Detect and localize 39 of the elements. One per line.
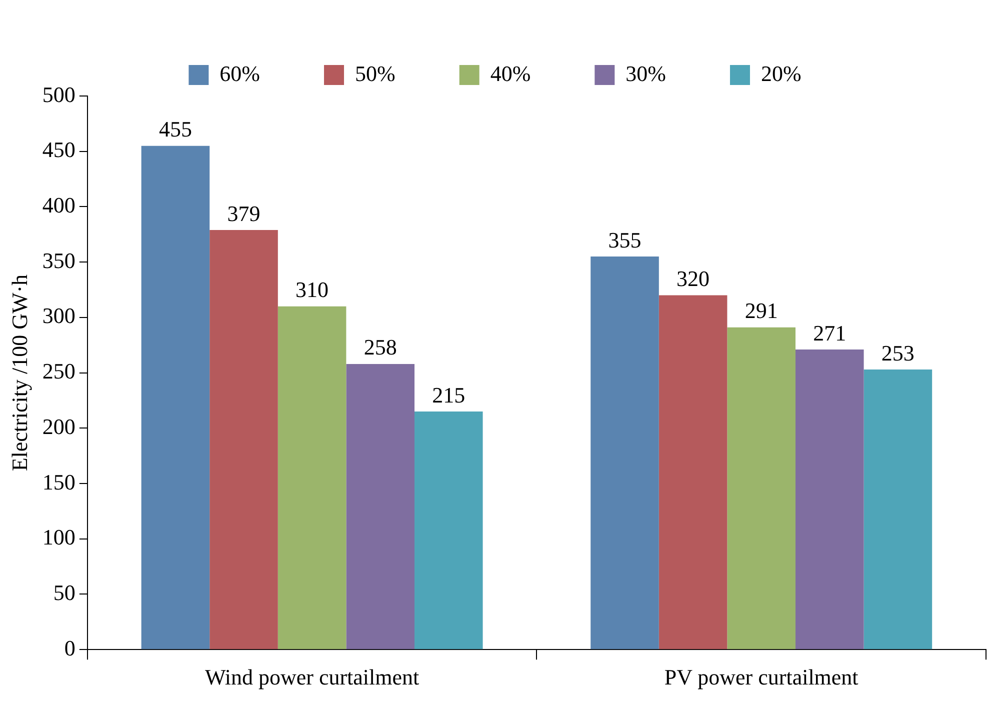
data-label: 320 bbox=[676, 266, 710, 292]
legend-label: 20% bbox=[760, 60, 802, 86]
data-label: 455 bbox=[158, 116, 192, 142]
data-label: 310 bbox=[296, 277, 329, 302]
data-label: 215 bbox=[432, 382, 466, 408]
bar bbox=[864, 369, 932, 650]
bar bbox=[590, 256, 659, 650]
y-axis-title: Electricity /100 GW·h bbox=[6, 274, 32, 472]
y-tick-label: 100 bbox=[42, 524, 76, 550]
y-tick-label: 400 bbox=[42, 192, 76, 218]
bar bbox=[795, 350, 864, 650]
data-label: 253 bbox=[881, 340, 914, 366]
data-label: 379 bbox=[227, 200, 260, 226]
legend-label: 30% bbox=[626, 60, 666, 86]
bar bbox=[658, 295, 728, 650]
legend-label: 60% bbox=[220, 60, 260, 86]
y-tick-label: 300 bbox=[42, 303, 76, 328]
data-label: 258 bbox=[364, 334, 397, 360]
y-tick-label: 50 bbox=[53, 580, 76, 606]
y-tick-label: 350 bbox=[42, 248, 76, 273]
bar bbox=[346, 364, 414, 650]
y-tick-label: 250 bbox=[42, 358, 76, 384]
x-tick-label: Wind power curtailment bbox=[204, 664, 420, 690]
y-tick-label: 0 bbox=[64, 635, 76, 660]
data-label: 271 bbox=[813, 320, 846, 346]
x-tick-label: PV power curtailment bbox=[664, 664, 858, 690]
y-tick-label: 500 bbox=[42, 82, 76, 107]
bar bbox=[414, 412, 483, 650]
y-tick-label: 450 bbox=[42, 137, 76, 162]
y-tick-label: 200 bbox=[42, 414, 76, 439]
legend-label: 40% bbox=[490, 60, 531, 86]
bar bbox=[278, 306, 346, 650]
bar bbox=[141, 146, 210, 650]
legend-label: 50% bbox=[355, 60, 396, 86]
y-tick-label: 150 bbox=[42, 469, 76, 494]
data-label: 355 bbox=[608, 227, 642, 252]
data-label: 291 bbox=[744, 298, 778, 324]
bar bbox=[727, 327, 796, 650]
bar bbox=[210, 230, 278, 650]
